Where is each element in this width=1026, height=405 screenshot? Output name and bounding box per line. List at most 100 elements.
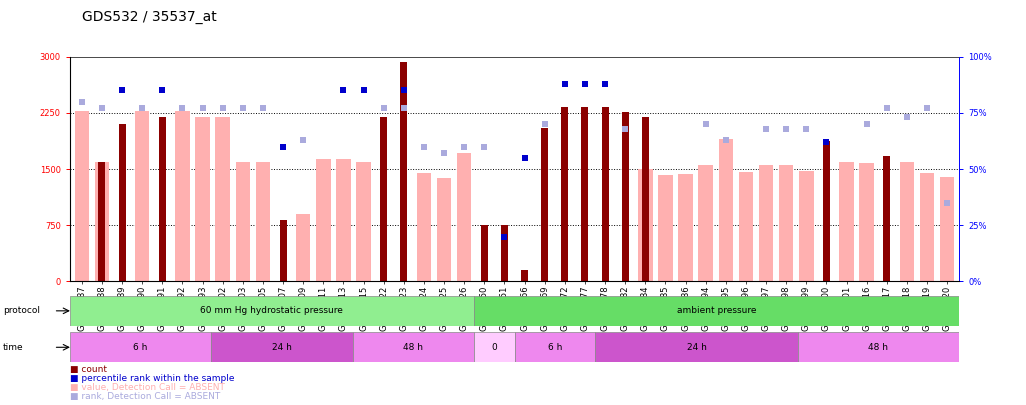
Point [698, 121, 714, 127]
Bar [920, 173, 935, 281]
Bar [699, 164, 713, 281]
Bar [797, 332, 959, 362]
Point [557, 81, 574, 87]
Bar [823, 141, 830, 281]
Bar [501, 225, 508, 281]
Bar [521, 270, 528, 281]
Bar [135, 111, 150, 281]
Bar [457, 153, 472, 281]
Point [214, 105, 231, 112]
Bar [119, 124, 125, 281]
Point [174, 105, 191, 112]
Bar [739, 172, 753, 281]
Point [758, 126, 775, 132]
Bar [601, 107, 608, 281]
Point [717, 136, 734, 143]
Text: 60 mm Hg hydrostatic pressure: 60 mm Hg hydrostatic pressure [200, 306, 344, 315]
Text: 6 h: 6 h [548, 343, 562, 352]
Bar [883, 156, 891, 281]
Point [295, 136, 312, 143]
Text: 24 h: 24 h [686, 343, 707, 352]
Point [577, 81, 593, 87]
Point [93, 105, 110, 112]
Point [878, 105, 895, 112]
Point [114, 87, 130, 94]
Point [376, 105, 392, 112]
Point [336, 87, 352, 94]
Point [919, 105, 936, 112]
Bar [75, 111, 89, 281]
Point [416, 143, 432, 150]
Bar [381, 117, 387, 281]
Bar [279, 220, 286, 281]
Text: ambient pressure: ambient pressure [677, 306, 756, 315]
Point [235, 105, 251, 112]
Point [497, 233, 513, 240]
Point [154, 87, 170, 94]
Point [355, 87, 371, 94]
Bar [839, 162, 854, 281]
Point [537, 121, 553, 127]
Text: ■ percentile rank within the sample: ■ percentile rank within the sample [70, 374, 234, 383]
Bar [195, 117, 210, 281]
Text: time: time [3, 343, 24, 352]
Bar [255, 162, 270, 281]
Point [798, 126, 815, 132]
Text: GDS532 / 35537_at: GDS532 / 35537_at [82, 10, 216, 24]
Point [396, 105, 412, 112]
Bar [356, 162, 370, 281]
Point [436, 150, 452, 157]
Point [275, 143, 291, 150]
Point [476, 143, 492, 150]
Bar [175, 111, 190, 281]
Bar [514, 332, 595, 362]
Bar [900, 162, 914, 281]
Bar [474, 332, 515, 362]
Bar [70, 332, 211, 362]
Bar [215, 117, 230, 281]
Bar [98, 162, 106, 281]
Text: 6 h: 6 h [133, 343, 148, 352]
Bar [70, 296, 474, 326]
Bar [622, 112, 629, 281]
Point [778, 126, 794, 132]
Text: 24 h: 24 h [272, 343, 292, 352]
Text: 48 h: 48 h [403, 343, 424, 352]
Bar [353, 332, 474, 362]
Point [939, 200, 955, 206]
Text: protocol: protocol [3, 306, 40, 315]
Bar [595, 332, 797, 362]
Text: ■ count: ■ count [70, 365, 107, 374]
Point [74, 98, 90, 105]
Bar [159, 117, 166, 281]
Bar [211, 332, 353, 362]
Bar [541, 128, 548, 281]
Text: ■ value, Detection Call = ABSENT: ■ value, Detection Call = ABSENT [70, 383, 225, 392]
Bar [94, 162, 109, 281]
Bar [474, 296, 959, 326]
Bar [718, 139, 734, 281]
Text: 48 h: 48 h [868, 343, 889, 352]
Bar [678, 174, 693, 281]
Point [617, 126, 633, 132]
Bar [582, 107, 589, 281]
Bar [561, 107, 568, 281]
Point [134, 105, 151, 112]
Bar [799, 171, 814, 281]
Bar [759, 165, 774, 281]
Bar [659, 175, 673, 281]
Bar [417, 173, 431, 281]
Point [516, 155, 532, 161]
Text: ■ rank, Detection Call = ABSENT: ■ rank, Detection Call = ABSENT [70, 392, 220, 401]
Bar [638, 169, 653, 281]
Point [859, 121, 875, 127]
Bar [337, 159, 351, 281]
Point [254, 105, 271, 112]
Bar [940, 177, 954, 281]
Bar [236, 162, 250, 281]
Point [456, 143, 472, 150]
Bar [437, 178, 451, 281]
Bar [642, 117, 648, 281]
Bar [860, 163, 874, 281]
Point [819, 139, 835, 145]
